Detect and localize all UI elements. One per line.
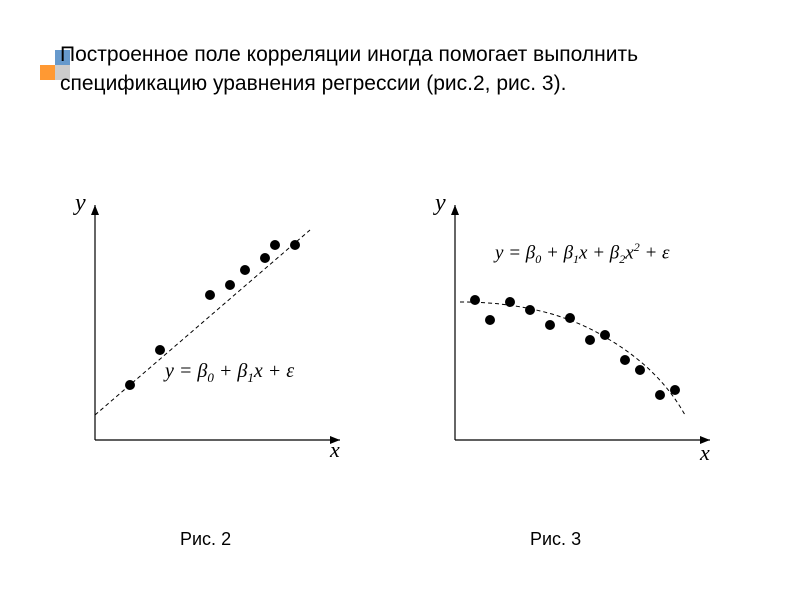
x-axis-label-left: x xyxy=(330,437,340,463)
scatter-svg-left xyxy=(70,190,370,460)
y-axis-label-right: y xyxy=(435,190,446,217)
chart-right: y x y = β0 + β1x + β2x2 + ε xyxy=(430,190,730,450)
caption-right: Рис. 3 xyxy=(530,529,581,550)
chart-left: y x y = β0 + β1x + ε xyxy=(70,190,370,450)
caption-left: Рис. 2 xyxy=(180,529,231,550)
decor-square-1 xyxy=(40,65,55,80)
equation-left: y = β0 + β1x + ε xyxy=(165,360,294,386)
scatter-svg-right xyxy=(430,190,730,460)
chart-area: y x y = β0 + β1x + ε y x y = β0 + β1x + … xyxy=(70,190,730,510)
equation-right: y = β0 + β1x + β2x2 + ε xyxy=(495,240,670,267)
x-axis-label-right: x xyxy=(700,440,710,466)
page-title: Построенное поле корреляции иногда помог… xyxy=(60,40,740,99)
y-axis-label-left: y xyxy=(75,190,86,217)
